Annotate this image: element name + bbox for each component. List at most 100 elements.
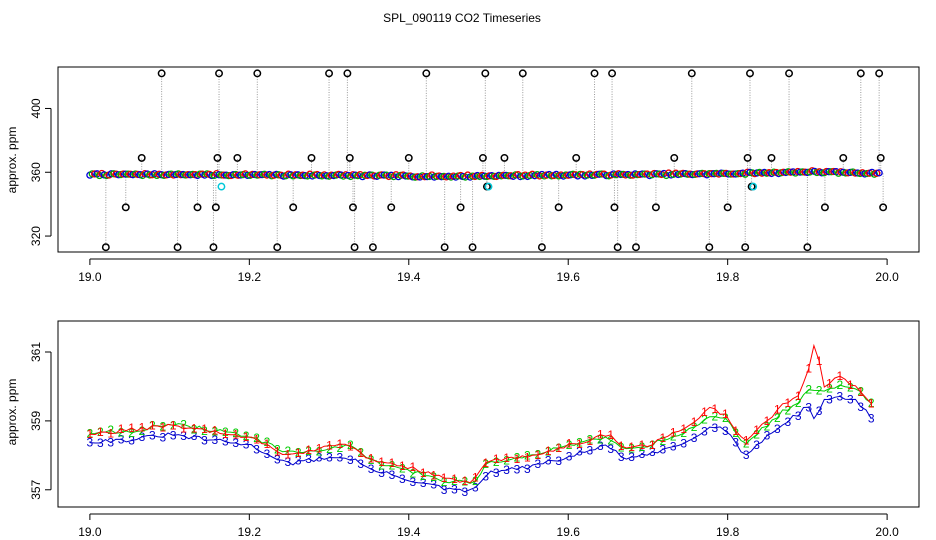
baseline-point: [122, 170, 130, 178]
baseline-point: [720, 169, 728, 178]
series-label-1: 1: [753, 423, 760, 437]
series-label-3: 3: [357, 457, 364, 471]
outlier-point: [349, 203, 357, 212]
series-label-3: 3: [847, 393, 854, 407]
series-label-1: 1: [784, 396, 791, 410]
outlier-point: [651, 203, 660, 212]
series-label-3: 3: [180, 429, 187, 443]
series-label-1: 1: [222, 427, 229, 441]
series-label-3: 3: [534, 457, 541, 471]
series-label-3: 3: [795, 409, 802, 423]
series-label-1: 1: [368, 452, 375, 466]
baseline-point: [361, 171, 369, 179]
series-label-2: 2: [805, 383, 812, 397]
series-label-3: 3: [555, 454, 562, 468]
outlier-point: [590, 69, 599, 78]
baseline-point: [504, 172, 513, 180]
series-label-3: 3: [149, 428, 156, 442]
series-label-1: 1: [868, 397, 875, 411]
series-label-1: 1: [389, 456, 396, 470]
outlier-point: [518, 69, 527, 78]
series-label-3: 3: [691, 431, 698, 445]
series-label-1: 1: [472, 470, 479, 484]
x-tick-label-bottom-2: 19.4: [397, 525, 421, 539]
series-label-2: 2: [784, 403, 791, 417]
series-label-1: 1: [180, 422, 187, 436]
baseline-point: [626, 171, 635, 179]
series-label-1: 1: [670, 426, 677, 440]
series-label-2: 2: [503, 454, 510, 468]
baseline-point: [638, 170, 647, 178]
series-label-1: 1: [764, 414, 771, 428]
series-label-1: 1: [201, 422, 208, 436]
outlier-point: [856, 69, 865, 78]
series-label-3: 3: [378, 466, 385, 480]
series-label-3: 3: [628, 450, 635, 464]
x-tick-label-top-0: 19.0: [78, 270, 102, 284]
baseline-point: [217, 171, 226, 179]
outlier-point: [387, 203, 396, 212]
outlier-point: [610, 203, 619, 212]
outlier-point: [213, 153, 222, 162]
x-tick-label-bottom-0: 19.0: [78, 525, 102, 539]
outlier-point: [839, 153, 848, 162]
series-label-3: 3: [222, 435, 229, 449]
series-label-3: 3: [816, 404, 823, 418]
series-label-3: 3: [462, 485, 469, 499]
series-label-1: 1: [597, 428, 604, 442]
series-label-2: 2: [680, 426, 687, 440]
outlier-point: [741, 243, 750, 252]
series-label-2: 2: [659, 434, 666, 448]
series-label-1: 1: [493, 452, 500, 466]
outlier-point: [211, 203, 220, 212]
series-label-2: 2: [441, 475, 448, 489]
series-label-3: 3: [566, 449, 573, 463]
series-label-1: 1: [503, 451, 510, 465]
series-label-3: 3: [253, 443, 260, 457]
baseline-point: [146, 171, 154, 179]
series-label-1: 1: [514, 452, 521, 466]
baseline-point: [595, 170, 603, 178]
series-label-2: 2: [212, 424, 219, 438]
series-label-2: 2: [378, 459, 385, 473]
x-tick-label-bottom-3: 19.6: [557, 525, 581, 539]
series-label-3: 3: [774, 422, 781, 436]
series-label-1: 1: [628, 440, 635, 454]
series-label-2: 2: [430, 470, 437, 484]
baseline-point: [825, 168, 833, 176]
series-label-2: 2: [472, 474, 479, 488]
series-label-1: 1: [524, 450, 531, 464]
baseline-point: [727, 170, 735, 178]
baseline-point: [708, 170, 716, 178]
series-label-3: 3: [784, 415, 791, 429]
x-tick-label-top-4: 19.8: [716, 270, 740, 284]
y-tick-label-top-0: 320: [29, 226, 43, 246]
x-tick-label-bottom-5: 20.0: [875, 525, 899, 539]
series-label-3: 3: [347, 453, 354, 467]
plot-frame-bottom: [57, 320, 920, 508]
outlier-point: [803, 243, 812, 252]
series-label-2: 2: [118, 426, 125, 440]
series-label-2: 2: [618, 441, 625, 455]
baseline-point: [679, 169, 687, 178]
series-label-2: 2: [107, 423, 114, 437]
series-label-3: 3: [243, 437, 250, 451]
series-label-1: 1: [701, 405, 708, 419]
figure-title: SPL_090119 CO2 Timeseries: [383, 11, 541, 25]
baseline-point: [291, 171, 300, 179]
series-label-1: 1: [722, 407, 729, 421]
cyan-point: [749, 182, 758, 191]
outlier-point: [876, 153, 885, 162]
baseline-point: [88, 170, 96, 178]
series-label-1: 1: [149, 419, 156, 433]
series-label-3: 3: [607, 442, 614, 456]
cyan-point: [217, 182, 226, 191]
series-label-2: 2: [837, 378, 844, 392]
series-label-1: 1: [326, 439, 333, 453]
series-label-1: 1: [191, 421, 198, 435]
series-label-2: 2: [545, 445, 552, 459]
series-label-1: 1: [774, 403, 781, 417]
outlier-point: [193, 203, 202, 212]
